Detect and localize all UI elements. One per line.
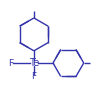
Text: F: F: [8, 59, 13, 68]
Text: F: F: [31, 72, 36, 81]
Text: Te: Te: [29, 58, 39, 68]
